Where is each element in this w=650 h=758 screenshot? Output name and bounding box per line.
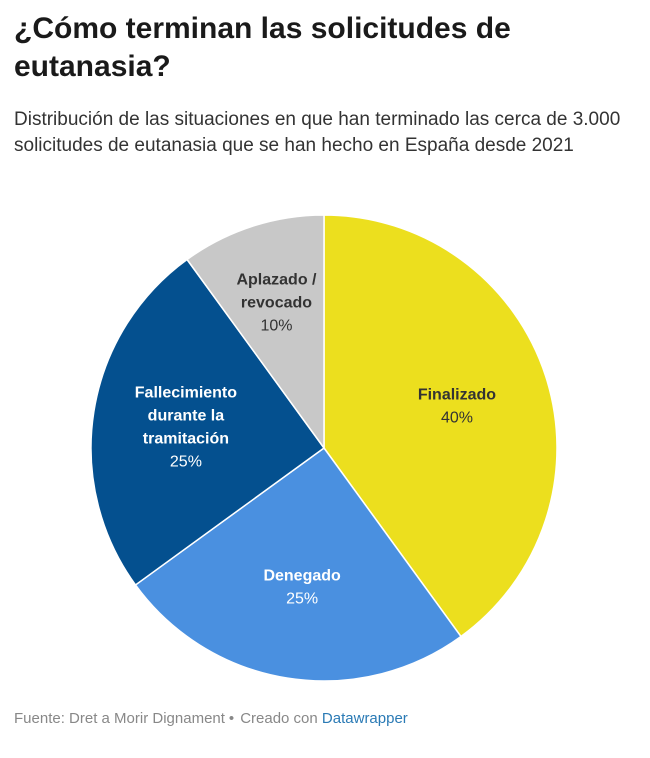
- chart-subtitle: Distribución de las situaciones en que h…: [14, 109, 621, 156]
- slice-name-line: Fallecimiento: [135, 385, 237, 402]
- pie-slice-finalizado: [323, 214, 558, 638]
- slice-name-line: Denegado: [263, 568, 341, 585]
- slice-label-fallecimiento-durante-la-tramitacion: Fallecimiento durante la tramitación 25%: [135, 385, 237, 471]
- footer-separator: •: [228, 710, 235, 727]
- pie-slice-aplazado-revocado: [185, 214, 325, 451]
- slice-name-line: durante la: [148, 408, 225, 425]
- footer: Fuente: Dret a Morir Dignament • Creado co…: [14, 710, 408, 727]
- datawrapper-link[interactable]: Datawrapper: [321, 710, 408, 727]
- slice-value-label: 25%: [286, 591, 318, 608]
- slice-name-line: Aplazado /: [236, 272, 317, 289]
- chart-title: ¿Cómo terminan las solicitudes de eutana…: [14, 12, 511, 83]
- created-with-text: Creado con: [240, 710, 318, 727]
- pie-chart: Finalizado 40% Denegado 25% Fallecimiento dur…: [90, 214, 558, 682]
- source-note: Fuente: Dret a Morir Dignament: [14, 710, 225, 727]
- slice-value-label: 40%: [441, 409, 473, 426]
- slice-label-finalizado: Finalizado 40%: [418, 386, 496, 426]
- slice-label-aplazado-revocado: Aplazado / revocado 10%: [236, 272, 317, 335]
- pie-slice-denegado: [134, 446, 463, 682]
- slice-value-label: 25%: [170, 454, 202, 471]
- slice-name-line: revocado: [241, 295, 312, 312]
- slice-name-line: tramitación: [143, 431, 229, 448]
- pie-slice-fallecimiento-durante-la-tramitacion: [90, 258, 326, 587]
- slice-name-line: Finalizado: [418, 386, 496, 403]
- slice-label-denegado: Denegado 25%: [263, 568, 341, 608]
- slice-value-label: 10%: [260, 318, 292, 335]
